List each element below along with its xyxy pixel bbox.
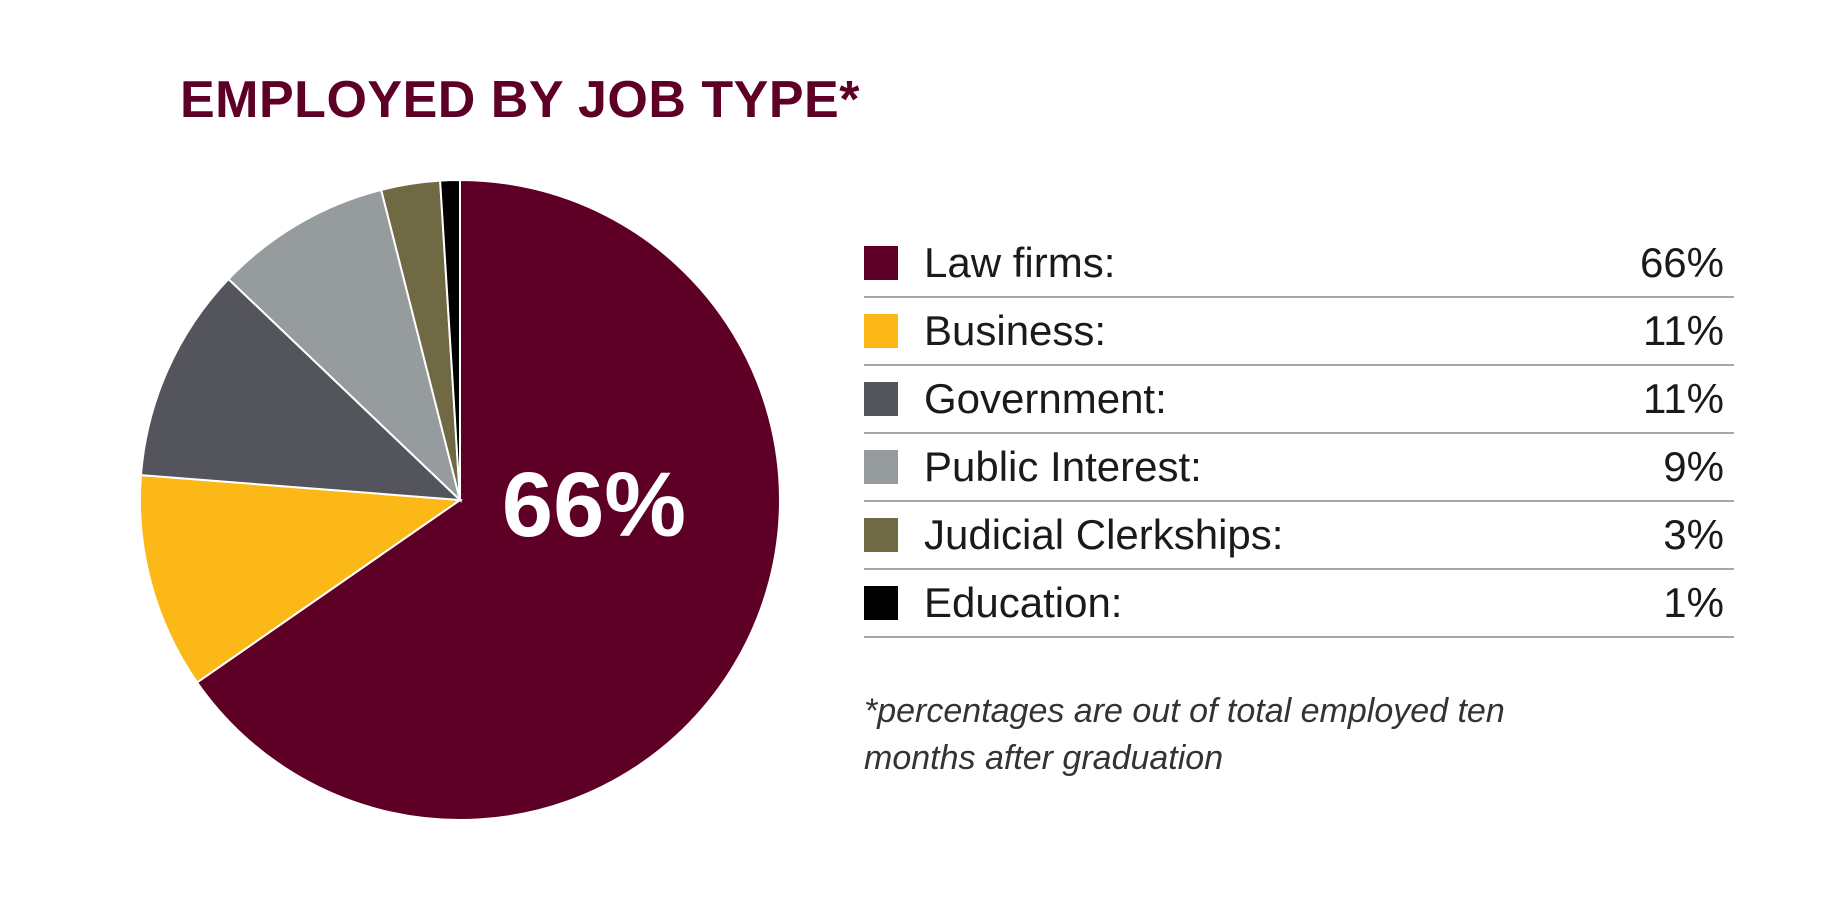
legend-value: 11%: [1643, 375, 1724, 422]
legend: Law firms: 66% Business: 11% Government:…: [864, 230, 1734, 638]
legend-value: 9%: [1663, 443, 1724, 490]
legend-label: Business:: [924, 307, 1107, 354]
legend-value: 3%: [1663, 511, 1724, 558]
pie-slice-law-firms: [195, 178, 781, 821]
legend-value: 1%: [1663, 579, 1724, 626]
legend-swatch: [864, 314, 898, 348]
legend-swatch: [864, 450, 898, 484]
legend-item-education: Education: 1%: [864, 570, 1734, 638]
legend-item-public-interest: Public Interest: 9%: [864, 434, 1734, 502]
legend-swatch: [864, 246, 898, 280]
pie-main-label: 66%: [502, 454, 686, 556]
pie-slice-education: [439, 178, 461, 501]
legend-item-government: Government: 11%: [864, 366, 1734, 434]
legend-label: Public Interest:: [924, 443, 1202, 490]
legend-label: Government:: [924, 375, 1167, 422]
pie-slice-business: [139, 474, 463, 684]
pie-slice-government: [139, 277, 463, 502]
legend-value: 11%: [1643, 307, 1724, 354]
legend-swatch: [864, 382, 898, 416]
legend-label: Law firms:: [924, 239, 1116, 286]
legend-item-judicial-clerkships: Judicial Clerkships: 3%: [864, 502, 1734, 570]
footnote: *percentages are out of total employed t…: [864, 692, 1505, 777]
legend-label: Education:: [924, 579, 1123, 626]
legend-item-law-firms: Law firms: 66%: [864, 230, 1734, 298]
legend-label: Judicial Clerkships:: [924, 511, 1284, 558]
legend-swatch: [864, 586, 898, 620]
legend-swatch: [864, 518, 898, 552]
chart-title: EMPLOYED BY JOB TYPE*: [180, 71, 860, 129]
legend-value: 66%: [1639, 239, 1724, 286]
pie-slices: [139, 178, 781, 821]
legend-item-business: Business: 11%: [864, 298, 1734, 366]
pie-slice-public-interest: [227, 188, 462, 504]
pie-chart: 66%: [139, 178, 781, 821]
